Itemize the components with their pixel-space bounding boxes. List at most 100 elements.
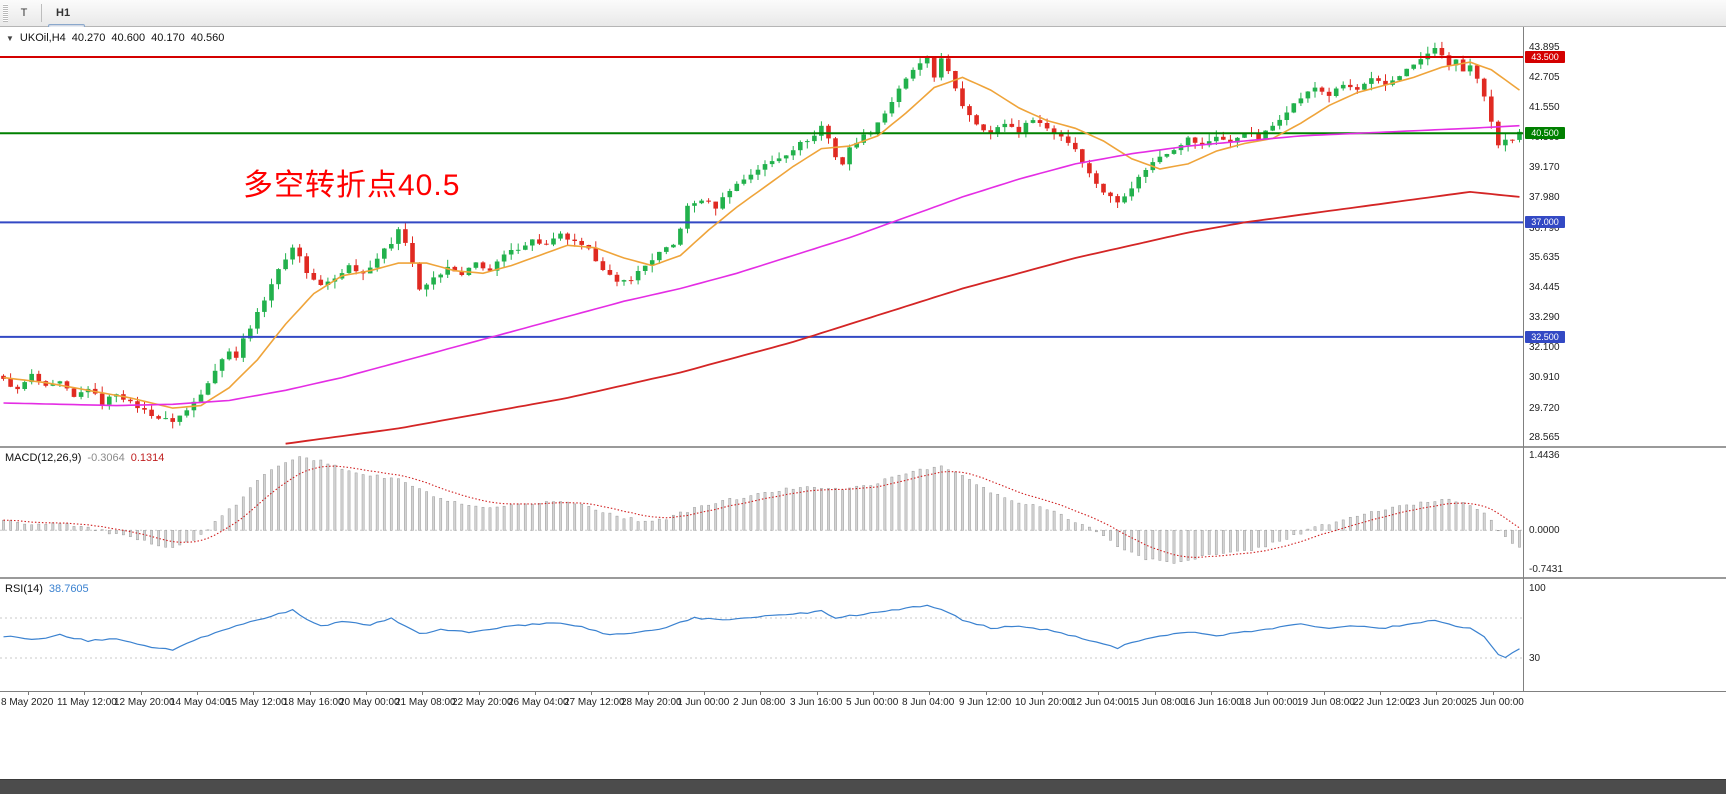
- time-axis-label: 21 May 08:00: [395, 697, 456, 708]
- price-axis-label: 35.635: [1529, 252, 1560, 263]
- bar-low: 40.170: [151, 32, 185, 44]
- time-axis-label: 1 Jun 00:00: [677, 697, 730, 708]
- bar-high: 40.600: [111, 32, 146, 44]
- time-axis-label: 18 Jun 00:00: [1240, 697, 1298, 708]
- price-axis-label: 42.705: [1529, 72, 1560, 83]
- time-axis-label: 2 Jun 08:00: [733, 697, 786, 708]
- text-tool-icon[interactable]: T: [20, 7, 28, 19]
- text-annotation[interactable]: 多空转折点40.5: [243, 169, 461, 202]
- rsi-axis-label: 30: [1529, 653, 1541, 664]
- price-axis-label: 41.550: [1529, 102, 1560, 113]
- time-tick: [1155, 692, 1156, 695]
- macd-label: MACD(12,26,9) -0.3064 0.1314: [5, 452, 165, 464]
- chart-menu-icon[interactable]: ▼: [6, 33, 14, 43]
- time-axis-label: 25 Jun 00:00: [1466, 697, 1524, 708]
- time-tick: [1436, 692, 1437, 695]
- price-axis-label: 39.170: [1529, 162, 1560, 173]
- time-tick: [648, 692, 649, 695]
- time-axis-label: 12 Jun 04:00: [1071, 697, 1129, 708]
- time-tick: [1324, 692, 1325, 695]
- price-line-badge: 40.500: [1525, 127, 1565, 139]
- time-tick: [986, 692, 987, 695]
- time-axis-label: 15 May 12:00: [226, 697, 287, 708]
- time-tick: [422, 692, 423, 695]
- rsi-axis-label: 100: [1529, 583, 1546, 594]
- candlestick-chart[interactable]: [0, 27, 1523, 446]
- toolbar-grip[interactable]: [3, 4, 8, 22]
- time-axis-label: 10 Jun 20:00: [1015, 697, 1073, 708]
- rsi-label: RSI(14) 38.7605: [5, 583, 89, 595]
- price-axis-label: 37.980: [1529, 192, 1560, 203]
- panel-splitter[interactable]: [0, 446, 1726, 448]
- time-axis-label: 3 Jun 16:00: [790, 697, 843, 708]
- macd-axis[interactable]: 1.4436 0.0000 -0.7431: [1523, 448, 1726, 577]
- time-axis[interactable]: 8 May 2020 11 May 12:00 12 May 20:00 14 May…: [0, 691, 1726, 712]
- time-tick: [1098, 692, 1099, 695]
- time-tick: [1380, 692, 1381, 695]
- axis-border: [1523, 27, 1524, 712]
- price-axis-label: 34.445: [1529, 282, 1560, 293]
- panel-splitter[interactable]: [0, 577, 1726, 579]
- price-axis-label: 43.895: [1529, 42, 1560, 53]
- rsi-chart[interactable]: [0, 579, 1523, 691]
- time-axis-label: 22 May 20:00: [452, 697, 513, 708]
- time-axis-label: 27 May 12:00: [564, 697, 625, 708]
- time-tick: [591, 692, 592, 695]
- price-axis-label: 28.565: [1529, 432, 1560, 443]
- price-line-badge: 43.500: [1525, 51, 1565, 63]
- time-tick: [760, 692, 761, 695]
- time-axis-label: 8 May 2020: [1, 697, 54, 708]
- time-axis-label: 12 May 20:00: [114, 697, 175, 708]
- price-chart-panel: ▼ UKOil,H4 40.270 40.600 40.170 40.560 多…: [0, 27, 1726, 446]
- time-tick: [929, 692, 930, 695]
- status-bar: [0, 779, 1726, 794]
- macd-axis-label: 1.4436: [1529, 450, 1560, 461]
- rsi-axis[interactable]: 100 30: [1523, 579, 1726, 691]
- macd-panel: MACD(12,26,9) -0.3064 0.1314 1.4436 0.000…: [0, 448, 1726, 577]
- time-tick: [1211, 692, 1212, 695]
- time-tick: [873, 692, 874, 695]
- bar-open: 40.270: [71, 32, 106, 44]
- price-axis-label: 36.790: [1529, 223, 1560, 234]
- time-axis-label: 28 May 20:00: [621, 697, 682, 708]
- toolbar-separator: [41, 4, 42, 22]
- time-axis-label: 20 May 00:00: [339, 697, 400, 708]
- time-tick: [84, 692, 85, 695]
- time-tick: [197, 692, 198, 695]
- price-axis-label: 33.290: [1529, 312, 1560, 323]
- price-axis-label: 32.100: [1529, 342, 1560, 353]
- time-axis-label: 11 May 12:00: [57, 697, 117, 708]
- time-axis-label: 14 May 04:00: [170, 697, 231, 708]
- time-tick: [1042, 692, 1043, 695]
- macd-chart[interactable]: [0, 448, 1523, 577]
- time-tick: [366, 692, 367, 695]
- time-axis-label: 16 Jun 16:00: [1184, 697, 1242, 708]
- time-tick: [141, 692, 142, 695]
- time-tick: [1267, 692, 1268, 695]
- time-axis-label: 19 Jun 08:00: [1297, 697, 1355, 708]
- time-axis-label: 23 Jun 20:00: [1409, 697, 1467, 708]
- price-line-badge: 37.000: [1525, 216, 1565, 228]
- time-tick: [817, 692, 818, 695]
- time-tick: [1493, 692, 1494, 695]
- chart-ohlc-header: ▼ UKOil,H4 40.270 40.600 40.170 40.560: [6, 32, 224, 44]
- timeframe-button-h1[interactable]: H1: [56, 7, 71, 19]
- time-axis-label: 22 Jun 12:00: [1353, 697, 1411, 708]
- macd-axis-label: -0.7431: [1529, 564, 1563, 575]
- time-tick: [28, 692, 29, 695]
- time-axis-label: 5 Jun 00:00: [846, 697, 899, 708]
- symbol-timeframe: UKOil,H4: [19, 32, 66, 44]
- price-axis-label: 30.910: [1529, 372, 1560, 383]
- time-axis-label: 15 Jun 08:00: [1128, 697, 1186, 708]
- rsi-panel: RSI(14) 38.7605 100 30: [0, 579, 1726, 691]
- time-tick: [310, 692, 311, 695]
- toolbar: ▥AT+▾ M1M5M15M30H1H4D1W1MN: [0, 0, 1726, 103]
- bar-close: 40.560: [190, 32, 225, 44]
- price-line-badge: 32.500: [1525, 331, 1565, 343]
- time-axis-label: 18 May 16:00: [283, 697, 344, 708]
- time-axis-label: 8 Jun 04:00: [902, 697, 955, 708]
- time-tick: [479, 692, 480, 695]
- price-axis[interactable]: 43.89542.70541.55040.36039.17037.98036.7…: [1523, 27, 1726, 446]
- time-tick: [253, 692, 254, 695]
